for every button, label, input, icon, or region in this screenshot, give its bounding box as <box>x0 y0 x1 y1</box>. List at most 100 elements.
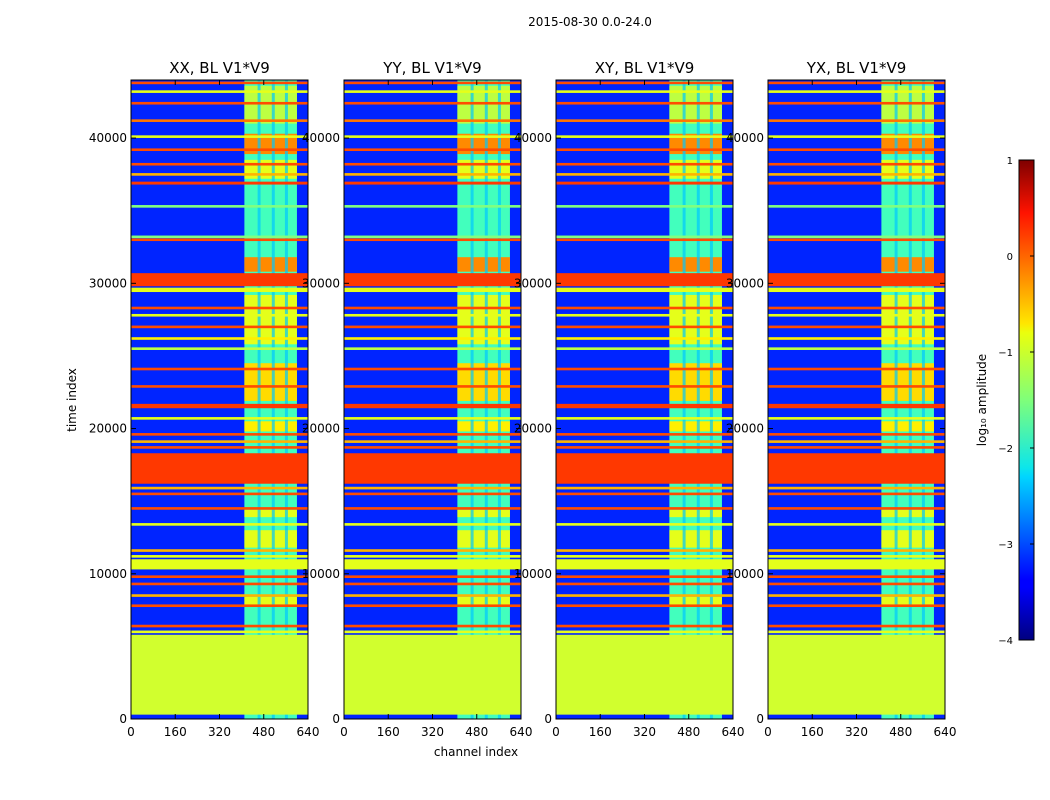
x-axis-label: channel index <box>434 745 518 759</box>
rfi-line <box>344 162 521 166</box>
y-tick-label: 10000 <box>726 567 764 581</box>
rfi-line <box>131 313 308 317</box>
band-block <box>669 597 722 606</box>
x-tick-label: 0 <box>127 725 135 739</box>
band-block <box>669 421 722 432</box>
rfi-line <box>556 555 733 558</box>
x-tick-label: 0 <box>552 725 560 739</box>
heatmap-image <box>768 80 945 719</box>
colorbar-tick-label: −4 <box>998 636 1013 647</box>
rfi-line <box>768 385 945 388</box>
rfi-line <box>344 575 521 578</box>
rfi-line <box>344 624 521 628</box>
rfi-line <box>768 173 945 176</box>
rfi-line <box>556 575 733 578</box>
rfi-line <box>556 594 733 597</box>
colorbar-tick-label: −3 <box>998 540 1013 551</box>
band-block <box>881 294 934 345</box>
rfi-line <box>768 235 945 239</box>
flagged-region <box>768 634 945 715</box>
band-block <box>244 530 297 548</box>
rfi-line <box>131 440 308 443</box>
band-block <box>457 257 510 272</box>
rfi-strong-row <box>131 559 308 570</box>
rfi-line <box>768 101 945 105</box>
band-gaps <box>257 80 288 719</box>
rfi-line <box>344 486 521 490</box>
band-gap-column <box>921 80 925 719</box>
band-block <box>457 509 510 518</box>
rfi-strong-row <box>131 287 308 293</box>
colorbar-gradient <box>1018 159 1035 641</box>
band-block <box>457 530 510 548</box>
rfi-line <box>131 101 308 105</box>
rfi-line <box>131 148 308 152</box>
rfi-line <box>768 347 945 350</box>
panel-title: YY, BL V1*V9 <box>382 59 481 77</box>
band-gaps <box>682 80 713 719</box>
rfi-strong-row <box>131 273 308 287</box>
band-block <box>244 159 297 179</box>
rfi-line <box>556 492 733 496</box>
rfi-line <box>768 604 945 608</box>
rfi-line <box>768 440 945 443</box>
colorbar-label: log₁₀ amplitude <box>975 354 989 446</box>
rfi-line <box>344 507 521 510</box>
rfi-strong-row <box>768 181 945 185</box>
rfi-line <box>556 385 733 388</box>
rfi-line <box>131 385 308 388</box>
rfi-line <box>768 367 945 371</box>
rfi-line <box>131 630 308 634</box>
rfi-line <box>344 135 521 138</box>
x-tick-label: 160 <box>164 725 187 739</box>
band-gap-column <box>470 80 474 719</box>
rfi-strong-row <box>344 453 521 484</box>
rfi-strong-row <box>131 181 308 185</box>
rfi-line <box>556 630 733 634</box>
y-tick-label: 0 <box>756 712 764 726</box>
rfi-line <box>131 325 308 329</box>
rfi-line <box>344 337 521 340</box>
rfi-line <box>131 162 308 166</box>
x-tick-label: 160 <box>589 725 612 739</box>
band-gap-column <box>894 80 898 719</box>
x-tick-label: 320 <box>633 725 656 739</box>
band-block <box>669 159 722 179</box>
x-tick-label: 160 <box>801 725 824 739</box>
rfi-strong-row <box>556 453 733 484</box>
rfi-line <box>344 446 521 449</box>
rfi-line <box>768 555 945 558</box>
x-tick-label: 0 <box>764 725 772 739</box>
rfi-line <box>131 582 308 586</box>
rfi-line <box>344 367 521 371</box>
panel-2: YY, BL V1*V9 0 160 320 480 640 0 10000 20000 3000… <box>302 59 533 739</box>
rfi-line <box>768 582 945 586</box>
y-tick-label: 40000 <box>89 131 127 145</box>
rfi-line <box>556 235 733 239</box>
rfi-line <box>131 367 308 371</box>
rfi-strong-row <box>768 273 945 287</box>
panel-3: XY, BL V1*V9 0 160 320 480 640 0 10000 20000 3000… <box>514 59 745 739</box>
band-gap-column <box>908 80 912 719</box>
rfi-line <box>768 238 945 242</box>
rfi-strong-row <box>556 273 733 287</box>
rfi-line <box>556 306 733 310</box>
rfi-line <box>768 486 945 490</box>
colorbar-tick-label: −1 <box>998 348 1013 359</box>
rfi-line <box>131 549 308 552</box>
rfi-strong-row <box>768 559 945 570</box>
rfi-line <box>131 238 308 242</box>
band-gap-column <box>257 80 261 719</box>
band-block <box>244 509 297 518</box>
rfi-line <box>556 325 733 329</box>
y-tick-label: 40000 <box>302 131 340 145</box>
rfi-line <box>131 555 308 558</box>
band-block <box>669 509 722 518</box>
band-block <box>881 509 934 518</box>
rfi-line <box>344 523 521 526</box>
rfi-strong-row <box>768 403 945 409</box>
rfi-line <box>344 630 521 634</box>
band-block <box>669 257 722 272</box>
rfi-line <box>556 486 733 490</box>
